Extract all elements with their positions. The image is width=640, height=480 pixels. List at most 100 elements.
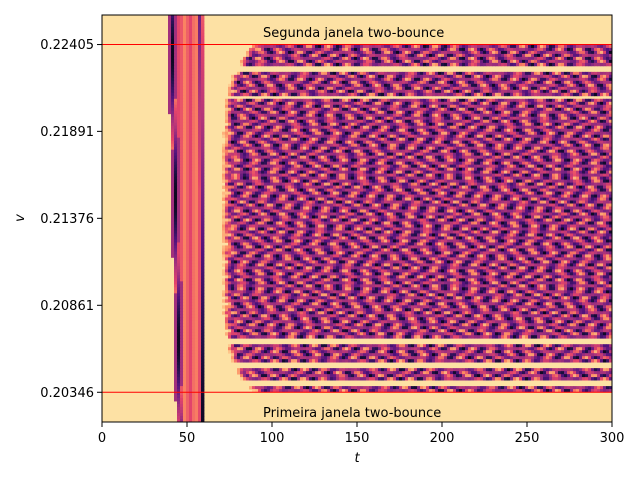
heatmap-cell bbox=[189, 98, 193, 103]
heatmap-cell bbox=[609, 113, 612, 118]
heatmap-cell bbox=[486, 137, 490, 142]
heatmap-cell bbox=[426, 59, 430, 64]
heatmap-cell bbox=[255, 110, 259, 115]
heatmap-cell bbox=[312, 74, 316, 79]
heatmap-cell bbox=[516, 53, 520, 58]
heatmap-cell bbox=[327, 125, 331, 130]
heatmap-cell bbox=[384, 89, 388, 94]
heatmap-cell bbox=[579, 116, 583, 121]
heatmap-cell bbox=[186, 35, 190, 40]
heatmap-cell bbox=[507, 155, 511, 160]
heatmap-cell bbox=[597, 137, 601, 142]
heatmap-cell bbox=[423, 116, 427, 121]
heatmap-cell bbox=[573, 152, 577, 157]
heatmap-cell bbox=[237, 83, 241, 88]
heatmap-cell bbox=[588, 44, 592, 49]
heatmap-cell bbox=[435, 101, 439, 106]
heatmap-cell bbox=[282, 53, 286, 58]
heatmap-cell bbox=[324, 80, 328, 85]
heatmap-cell bbox=[276, 116, 280, 121]
heatmap-cell bbox=[285, 74, 289, 79]
heatmap-cell bbox=[606, 62, 610, 67]
heatmap-cell bbox=[510, 110, 514, 115]
heatmap-cell bbox=[468, 59, 472, 64]
heatmap-cell bbox=[195, 32, 199, 37]
heatmap-cell bbox=[255, 137, 259, 142]
heatmap-cell bbox=[486, 62, 490, 67]
heatmap-cell bbox=[396, 146, 400, 151]
heatmap-cell bbox=[576, 116, 580, 121]
heatmap-cell bbox=[498, 107, 502, 112]
heatmap-cell bbox=[483, 152, 487, 157]
heatmap-cell bbox=[546, 152, 550, 157]
heatmap-cell bbox=[567, 137, 571, 142]
heatmap-cell bbox=[180, 74, 184, 79]
heatmap-cell bbox=[528, 134, 532, 139]
heatmap-cell bbox=[351, 92, 355, 97]
heatmap-cell bbox=[438, 152, 442, 157]
heatmap-cell bbox=[432, 101, 436, 106]
heatmap-cell bbox=[339, 47, 343, 52]
heatmap-cell bbox=[267, 71, 271, 76]
heatmap-cell bbox=[402, 149, 406, 154]
heatmap-cell bbox=[318, 98, 322, 103]
heatmap-cell bbox=[531, 149, 535, 154]
heatmap-cell bbox=[426, 98, 430, 103]
heatmap-cell bbox=[183, 110, 187, 115]
heatmap-cell bbox=[303, 152, 307, 157]
heatmap-cell bbox=[174, 68, 178, 73]
heatmap-cell bbox=[438, 143, 442, 148]
heatmap-cell bbox=[195, 59, 199, 64]
heatmap-cell bbox=[528, 74, 532, 79]
heatmap-cell bbox=[276, 98, 280, 103]
heatmap-cell bbox=[198, 92, 202, 97]
heatmap-cell bbox=[171, 15, 175, 19]
heatmap-cell bbox=[513, 83, 517, 88]
heatmap-cell bbox=[198, 35, 202, 40]
heatmap-cell bbox=[438, 155, 442, 160]
heatmap-cell bbox=[315, 125, 319, 130]
heatmap-cell bbox=[570, 89, 574, 94]
heatmap-cell bbox=[474, 89, 478, 94]
heatmap-cell bbox=[432, 143, 436, 148]
heatmap-cell bbox=[228, 86, 232, 91]
heatmap-cell bbox=[285, 56, 289, 61]
heatmap-cell bbox=[324, 155, 328, 160]
heatmap-cell bbox=[228, 128, 232, 133]
heatmap-cell bbox=[474, 101, 478, 106]
heatmap-cell bbox=[177, 128, 181, 133]
heatmap-cell bbox=[372, 137, 376, 142]
heatmap-cell bbox=[423, 113, 427, 118]
heatmap-cell bbox=[513, 44, 517, 49]
heatmap-cell bbox=[321, 56, 325, 61]
heatmap-cell bbox=[369, 44, 373, 49]
heatmap-cell bbox=[423, 125, 427, 130]
heatmap-cell bbox=[357, 107, 361, 112]
heatmap-cell bbox=[570, 77, 574, 82]
heatmap-cell bbox=[579, 104, 583, 109]
heatmap-cell bbox=[372, 119, 376, 124]
heatmap-cell bbox=[519, 71, 523, 76]
heatmap-cell bbox=[402, 137, 406, 142]
heatmap-cell bbox=[591, 152, 595, 157]
heatmap-cell bbox=[603, 89, 607, 94]
heatmap-cell bbox=[279, 149, 283, 154]
heatmap-cell bbox=[318, 50, 322, 55]
heatmap-cell bbox=[285, 143, 289, 148]
heatmap-cell bbox=[567, 107, 571, 112]
heatmap-cell bbox=[333, 98, 337, 103]
heatmap-cell bbox=[264, 98, 268, 103]
heatmap-cell bbox=[555, 131, 559, 136]
heatmap-cell bbox=[495, 125, 499, 130]
heatmap-cell bbox=[528, 143, 532, 148]
heatmap-cell bbox=[600, 131, 604, 136]
heatmap-cell bbox=[180, 95, 184, 100]
heatmap-cell bbox=[459, 92, 463, 97]
heatmap-cell bbox=[477, 104, 481, 109]
heatmap-cell bbox=[519, 101, 523, 106]
heatmap-cell bbox=[501, 59, 505, 64]
heatmap-cell bbox=[516, 152, 520, 157]
heatmap-cell bbox=[363, 110, 367, 115]
heatmap-cell bbox=[342, 131, 346, 136]
heatmap-cell bbox=[588, 50, 592, 55]
